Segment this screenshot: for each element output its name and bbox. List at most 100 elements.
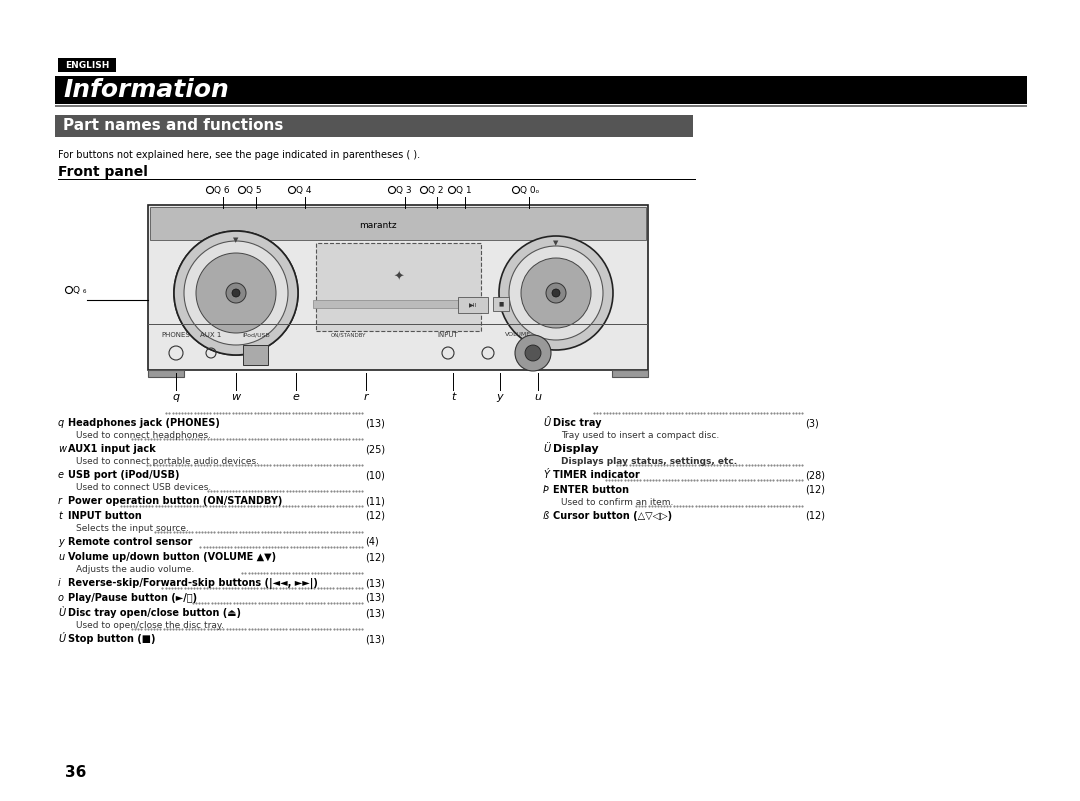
Bar <box>148 370 184 377</box>
Text: y: y <box>58 537 64 547</box>
Text: ON/STANDBY: ON/STANDBY <box>330 332 366 337</box>
Text: Ý: Ý <box>543 470 549 480</box>
Text: Displays play status, settings, etc.: Displays play status, settings, etc. <box>561 457 738 466</box>
Text: Q 6: Q 6 <box>214 186 230 195</box>
Text: (13): (13) <box>365 608 384 618</box>
Text: Disc tray open/close button (⏏): Disc tray open/close button (⏏) <box>68 608 241 618</box>
Text: Ü: Ü <box>543 444 550 454</box>
Text: u: u <box>58 552 64 562</box>
Text: i: i <box>58 578 60 588</box>
Text: Part names and functions: Part names and functions <box>63 119 283 134</box>
Circle shape <box>509 246 603 340</box>
Text: ▶II: ▶II <box>469 303 477 308</box>
Text: Q 0ₒ: Q 0ₒ <box>519 186 539 195</box>
Circle shape <box>232 289 240 297</box>
Text: Tray used to insert a compact disc.: Tray used to insert a compact disc. <box>561 431 719 440</box>
Text: Þ: Þ <box>543 485 549 495</box>
Circle shape <box>226 283 246 303</box>
Text: q: q <box>58 418 64 428</box>
Circle shape <box>521 258 591 328</box>
Bar <box>492 297 509 311</box>
Text: Headphones jack (PHONES): Headphones jack (PHONES) <box>68 418 220 428</box>
Text: Used to connect USB devices.: Used to connect USB devices. <box>76 483 212 492</box>
Text: AUX1 input jack: AUX1 input jack <box>68 444 156 454</box>
Text: (4): (4) <box>365 537 379 547</box>
Text: Q ₆: Q ₆ <box>73 286 86 295</box>
Text: iPod/USB: iPod/USB <box>242 332 270 337</box>
Bar <box>612 370 648 377</box>
Text: PHONES: PHONES <box>162 332 190 338</box>
Circle shape <box>552 289 561 297</box>
Text: w: w <box>231 392 241 402</box>
Circle shape <box>195 253 276 333</box>
Text: (13): (13) <box>365 634 384 644</box>
Text: Power operation button (ON/STANDBY): Power operation button (ON/STANDBY) <box>68 496 282 506</box>
Text: Adjusts the audio volume.: Adjusts the audio volume. <box>76 565 194 574</box>
Bar <box>313 300 483 308</box>
Text: u: u <box>535 392 541 402</box>
Circle shape <box>499 236 613 350</box>
Circle shape <box>184 241 288 345</box>
Text: (3): (3) <box>805 418 819 428</box>
Text: (12): (12) <box>805 485 825 495</box>
Text: (13): (13) <box>365 578 384 588</box>
Text: r: r <box>58 496 62 506</box>
Text: (13): (13) <box>365 593 384 603</box>
Text: ✦: ✦ <box>393 271 404 284</box>
Bar <box>150 207 646 240</box>
Text: ▼: ▼ <box>233 237 239 243</box>
Text: Reverse-skip/Forward-skip buttons (|◄◄, ►►|): Reverse-skip/Forward-skip buttons (|◄◄, … <box>68 578 318 589</box>
Bar <box>148 324 648 325</box>
Text: Used to connect headphones.: Used to connect headphones. <box>76 431 211 440</box>
Text: ■: ■ <box>498 301 503 307</box>
Text: Stop button (■): Stop button (■) <box>68 634 156 644</box>
Text: r: r <box>364 392 368 402</box>
Text: USB port (iPod/USB): USB port (iPod/USB) <box>68 470 179 480</box>
Bar <box>58 179 696 180</box>
Text: Used to connect portable audio devices.: Used to connect portable audio devices. <box>76 457 259 466</box>
Text: Remote control sensor: Remote control sensor <box>68 537 192 547</box>
Text: VOLUME: VOLUME <box>505 332 531 337</box>
Text: INPUT: INPUT <box>437 332 458 338</box>
Text: (28): (28) <box>805 470 825 480</box>
Text: ß: ß <box>543 511 549 521</box>
Text: Selects the input source.: Selects the input source. <box>76 524 189 533</box>
Bar <box>55 105 1027 107</box>
Text: Cursor button (△▽◁▷): Cursor button (△▽◁▷) <box>553 511 672 521</box>
Bar <box>55 76 1027 104</box>
Text: t: t <box>58 511 62 521</box>
Text: Used to open/close the disc tray.: Used to open/close the disc tray. <box>76 621 224 630</box>
Text: Ù: Ù <box>58 608 65 618</box>
Text: (12): (12) <box>365 511 384 521</box>
Text: Play/Pause button (►/⏸): Play/Pause button (►/⏸) <box>68 593 198 603</box>
Text: t: t <box>450 392 455 402</box>
Circle shape <box>515 335 551 371</box>
Text: Display: Display <box>553 444 598 454</box>
Text: marantz: marantz <box>360 220 396 230</box>
Circle shape <box>546 283 566 303</box>
Text: Ú: Ú <box>58 634 65 644</box>
Text: Q 3: Q 3 <box>396 186 411 195</box>
Text: ▼: ▼ <box>553 240 558 246</box>
Text: (12): (12) <box>805 511 825 521</box>
Text: o: o <box>58 593 64 603</box>
Text: For buttons not explained here, see the page indicated in parentheses ( ).: For buttons not explained here, see the … <box>58 150 420 160</box>
Bar <box>243 345 268 365</box>
Text: TIMER indicator: TIMER indicator <box>553 470 639 480</box>
Text: w: w <box>58 444 66 454</box>
Text: AUX 1: AUX 1 <box>200 332 221 338</box>
Text: Û: Û <box>543 418 550 428</box>
Text: (13): (13) <box>365 418 384 428</box>
Bar <box>316 243 481 331</box>
Text: Q 5: Q 5 <box>246 186 261 195</box>
Text: Used to confirm an item.: Used to confirm an item. <box>561 498 673 507</box>
Text: (25): (25) <box>365 444 386 454</box>
Circle shape <box>525 345 541 361</box>
Text: Front panel: Front panel <box>58 165 148 179</box>
Text: Q 4: Q 4 <box>296 186 311 195</box>
Bar <box>58 58 116 72</box>
Text: (10): (10) <box>365 470 384 480</box>
Text: Volume up/down button (VOLUME ▲▼): Volume up/down button (VOLUME ▲▼) <box>68 552 276 562</box>
Text: Information: Information <box>63 78 229 102</box>
Text: (11): (11) <box>365 496 384 506</box>
